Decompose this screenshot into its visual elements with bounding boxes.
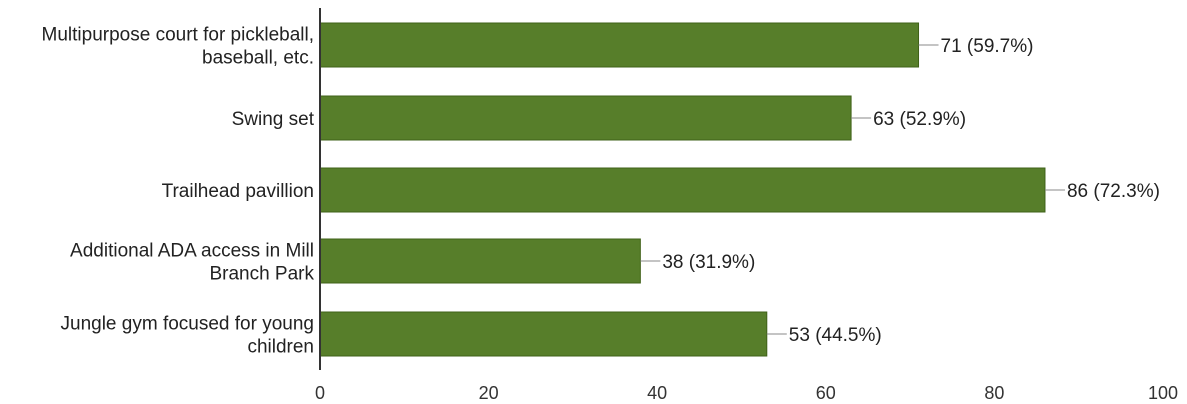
x-tick-label-1: 20 bbox=[479, 383, 499, 403]
data-label-0: 71 (59.7%) bbox=[941, 36, 1034, 57]
bar-3 bbox=[319, 238, 641, 284]
data-label-1: 63 (52.9%) bbox=[873, 109, 966, 130]
category-label-1: Swing set bbox=[232, 109, 315, 130]
category-label-3-line-0: Additional ADA access in Mill bbox=[70, 241, 314, 262]
x-tick-label-3: 60 bbox=[816, 383, 836, 403]
category-label-0: Multipurpose court for pickleball, baseba… bbox=[42, 25, 314, 69]
category-labels-group: Multipurpose court for pickleball, baseba… bbox=[42, 25, 315, 358]
category-label-3: Additional ADA access in Mill Branch Park bbox=[70, 241, 314, 285]
data-labels-group: 71 (59.7%) 63 (52.9%) 86 (72.3%) 38 (31.9%)… bbox=[640, 36, 1160, 346]
category-label-2-line-0: Trailhead pavillion bbox=[162, 181, 314, 202]
category-label-4-line-0: Jungle gym focused for young bbox=[61, 314, 315, 335]
x-tick-label-2: 40 bbox=[647, 383, 667, 403]
x-tick-label-0: 0 bbox=[315, 383, 325, 403]
category-label-4-line-1: children bbox=[247, 337, 314, 358]
category-label-3-line-1: Branch Park bbox=[209, 264, 314, 285]
bar-4 bbox=[319, 311, 768, 357]
data-label-3: 38 (31.9%) bbox=[662, 252, 755, 273]
category-label-2: Trailhead pavillion bbox=[162, 181, 314, 202]
bar-0 bbox=[319, 22, 920, 68]
data-label-4: 53 (44.5%) bbox=[789, 325, 882, 346]
category-label-4: Jungle gym focused for young children bbox=[61, 314, 315, 358]
x-axis-ticks-group: 0 20 40 60 80 100 bbox=[315, 383, 1178, 403]
category-label-0-line-0: Multipurpose court for pickleball, bbox=[42, 25, 314, 46]
bars-group bbox=[319, 22, 1046, 357]
x-tick-label-4: 80 bbox=[984, 383, 1004, 403]
category-label-0-line-1: baseball, etc. bbox=[202, 48, 314, 69]
bar-2 bbox=[319, 167, 1046, 213]
data-label-2: 86 (72.3%) bbox=[1067, 181, 1160, 202]
bar-1 bbox=[319, 95, 852, 141]
x-tick-label-5: 100 bbox=[1148, 383, 1178, 403]
category-label-1-line-0: Swing set bbox=[232, 109, 315, 130]
